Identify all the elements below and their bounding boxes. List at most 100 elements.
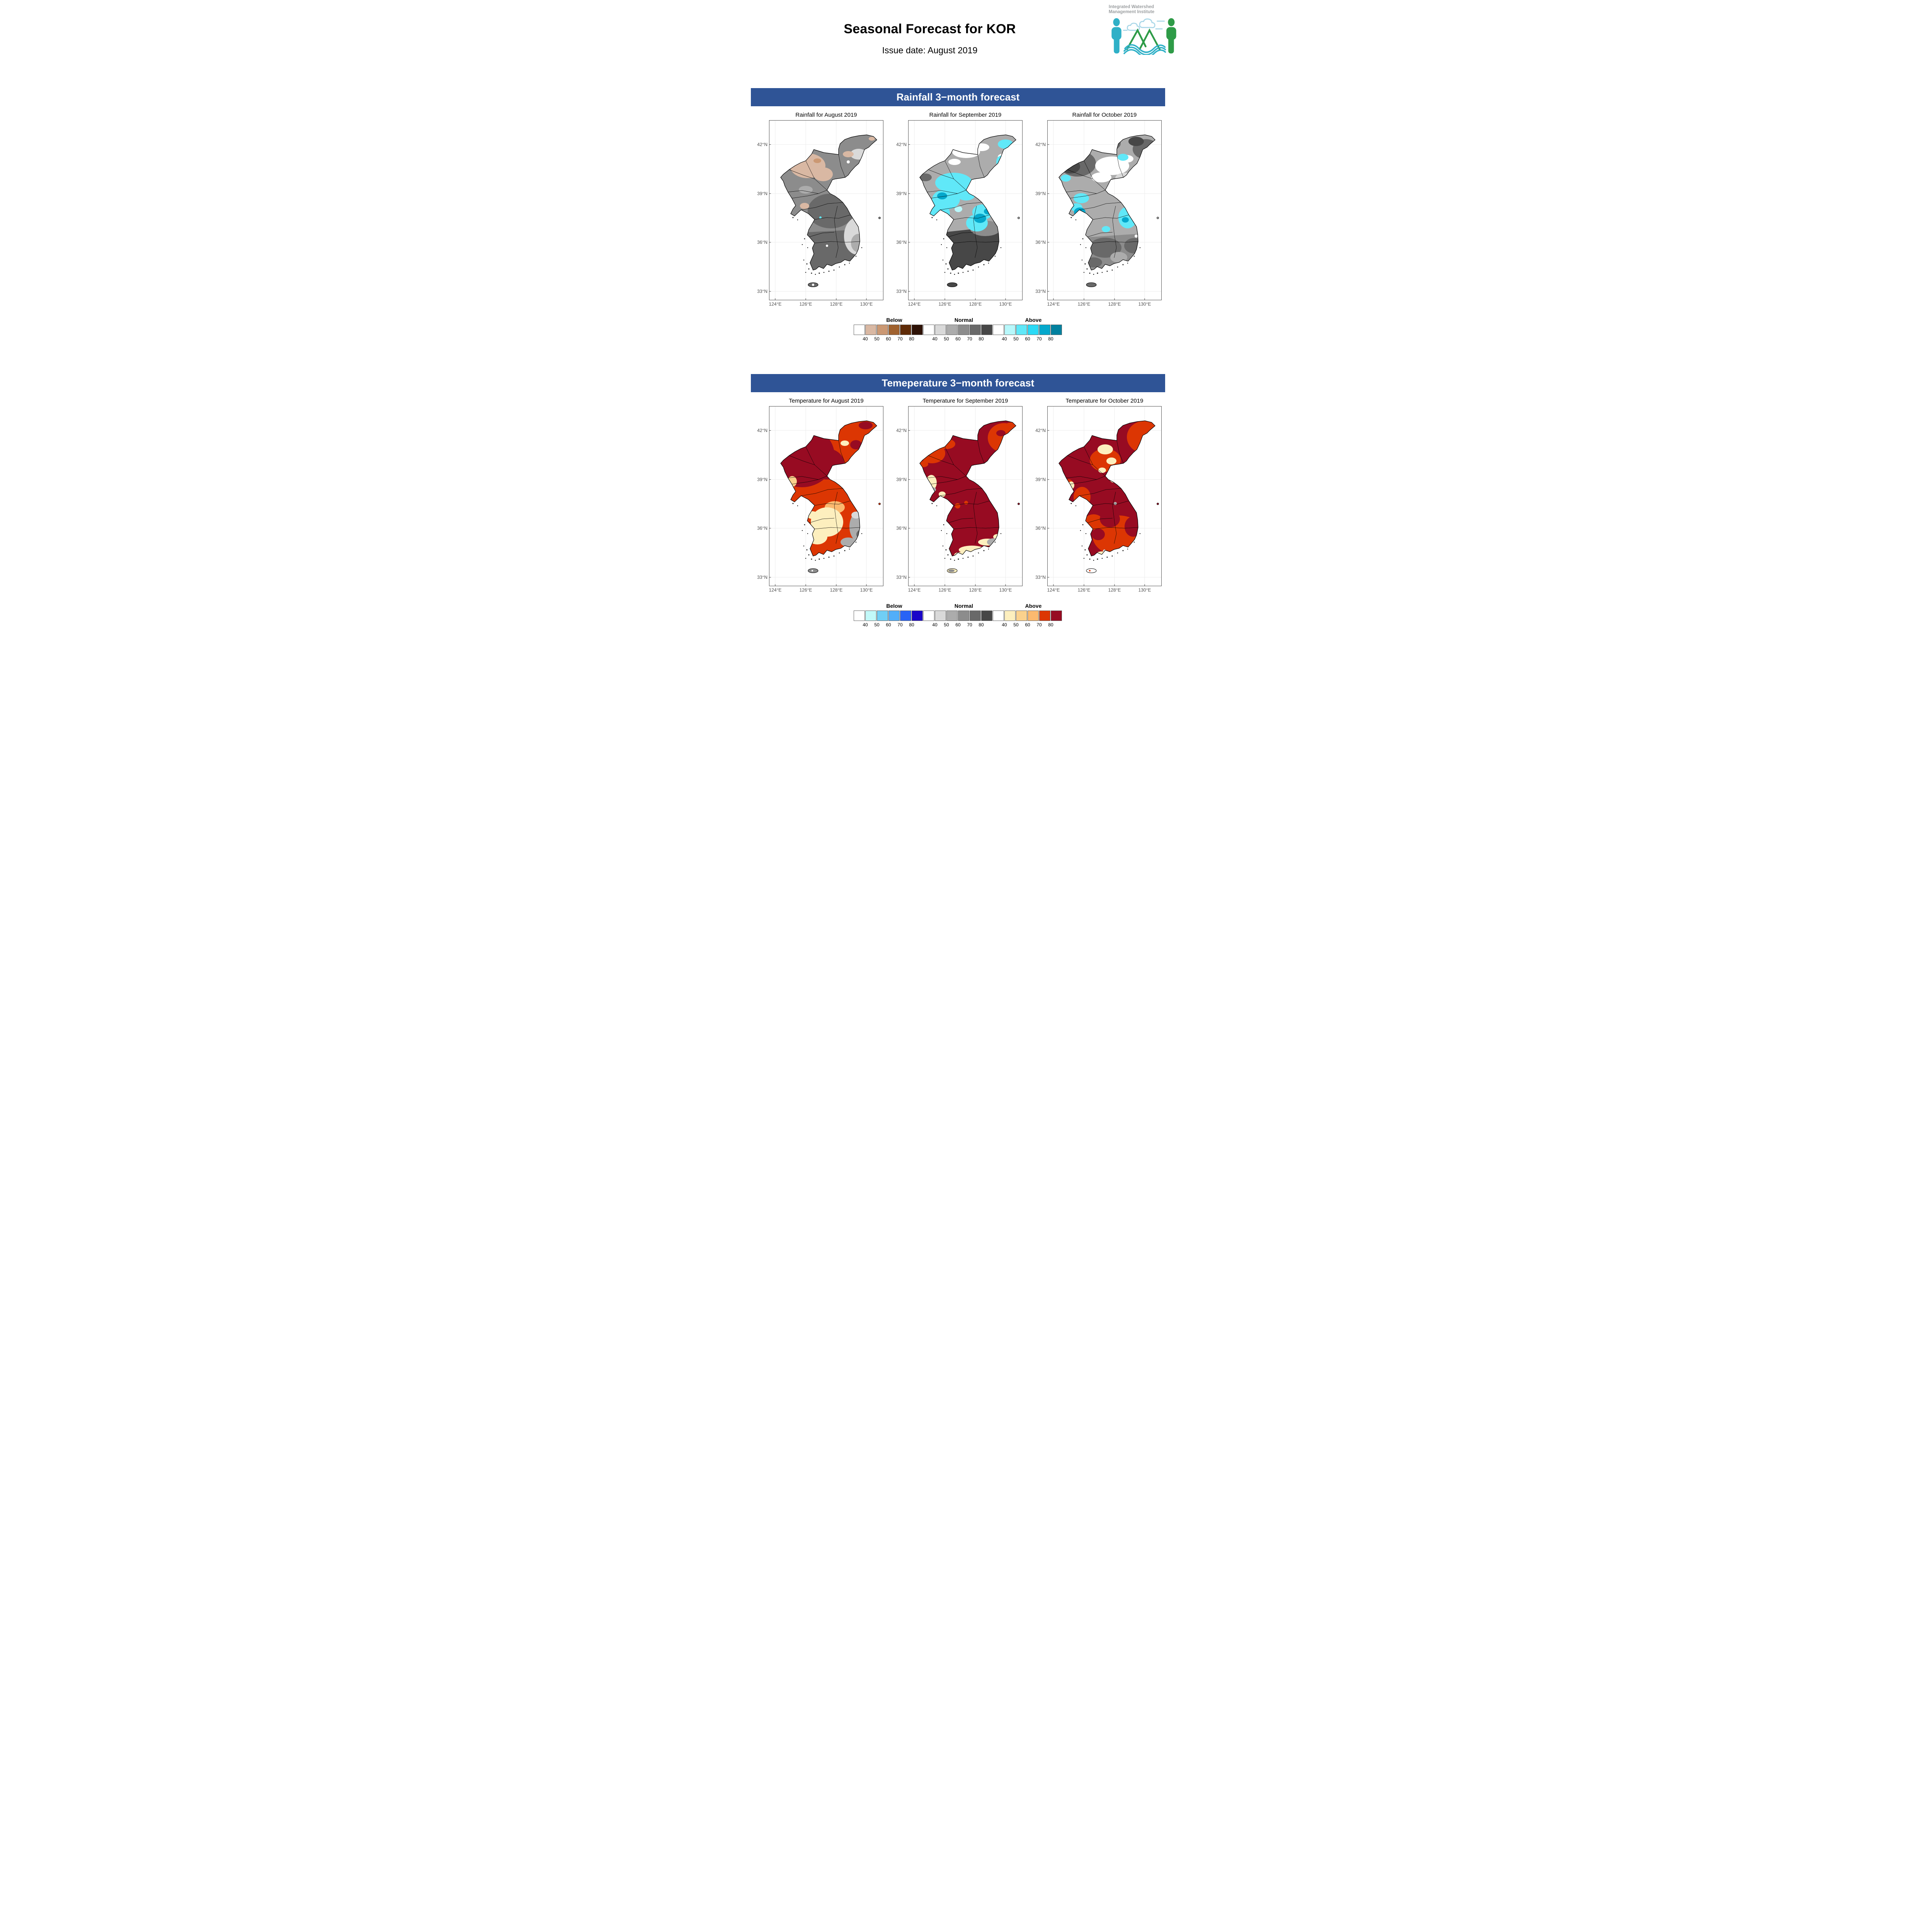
legend-tick: 50 xyxy=(874,336,880,342)
logo-graphic xyxy=(1111,18,1176,55)
plot-area xyxy=(1047,120,1162,300)
x-axis-label: 124°E xyxy=(769,587,782,593)
legend-tick: 70 xyxy=(1036,622,1042,628)
legend-swatch xyxy=(1028,325,1039,335)
y-axis-label: 39°N xyxy=(757,477,767,482)
legend-swatch xyxy=(923,611,934,621)
header: Seasonal Forecast for KOR Issue date: Au… xyxy=(718,0,1198,68)
y-axis: 42°N 39°N 36°N 33°N xyxy=(754,406,767,586)
legend-tick: 80 xyxy=(978,622,984,628)
y-axis-label: 33°N xyxy=(757,575,767,580)
map-title: Rainfall for September 2019 xyxy=(929,112,1002,118)
y-axis-label: 36°N xyxy=(896,526,907,531)
y-axis: 42°N 39°N 36°N 33°N xyxy=(893,406,907,586)
x-axis-label: 130°E xyxy=(999,301,1012,307)
plot-area xyxy=(769,406,883,586)
legend-swatch xyxy=(981,611,992,621)
logo-text: Integrated Watershed Management Institut… xyxy=(1109,5,1182,15)
legend-swatch xyxy=(912,325,923,335)
y-axis-label: 39°N xyxy=(1035,191,1046,196)
x-axis: 124°E 126°E 128°E 130°E xyxy=(769,301,883,308)
legend-tick: 40 xyxy=(1002,622,1007,628)
legend-tick: 70 xyxy=(897,336,903,342)
legend-tick: 50 xyxy=(874,622,880,628)
temperature-legend: Below 40 50 60 70 80 Norma xyxy=(718,603,1198,628)
legend-swatch xyxy=(1039,325,1050,335)
x-axis-label: 124°E xyxy=(908,301,921,307)
legend-ticks: 40 50 60 70 80 xyxy=(923,622,993,628)
x-axis: 124°E 126°E 128°E 130°E xyxy=(908,301,1023,308)
legend-swatch xyxy=(1004,611,1016,621)
rainfall-section: Rainfall 3−month forecast Rainfall for A… xyxy=(718,88,1198,342)
temperature-august-map xyxy=(769,406,883,586)
logo: Integrated Watershed Management Institut… xyxy=(1109,0,1182,68)
x-axis: 124°E 126°E 128°E 130°E xyxy=(769,587,883,594)
x-axis-label: 126°E xyxy=(1077,587,1091,593)
logo-text-line2: Management Institute xyxy=(1109,10,1155,14)
legend-tick: 60 xyxy=(955,336,961,342)
y-axis-label: 36°N xyxy=(1035,526,1046,531)
x-axis-label: 126°E xyxy=(799,587,812,593)
legend-swatch xyxy=(1039,611,1050,621)
x-axis-label: 130°E xyxy=(999,587,1012,593)
legend-tick: 60 xyxy=(886,622,891,628)
legend-swatch xyxy=(970,325,981,335)
legend-tick: 60 xyxy=(955,622,961,628)
temperature-october-map xyxy=(1047,406,1162,586)
map-title: Rainfall for August 2019 xyxy=(795,112,857,118)
x-axis-label: 126°E xyxy=(938,587,951,593)
legend-swatch xyxy=(1016,611,1027,621)
x-axis-label: 130°E xyxy=(860,587,873,593)
map-panel-temperature-september: Temperature for September 2019 42°N 39°N… xyxy=(893,398,1023,594)
x-axis-label: 126°E xyxy=(938,301,951,307)
legend-swatch xyxy=(935,611,946,621)
legend-tick: 80 xyxy=(1048,336,1053,342)
legend-swatch xyxy=(877,611,888,621)
temperature-september-map xyxy=(908,406,1023,586)
legend-ticks: 40 50 60 70 80 xyxy=(923,336,993,342)
legend-tick: 40 xyxy=(932,622,938,628)
legend-tick: 80 xyxy=(909,622,914,628)
legend-label: Normal xyxy=(954,317,973,323)
y-axis-label: 39°N xyxy=(896,477,907,482)
legend-swatch xyxy=(900,611,911,621)
map-title: Rainfall for October 2019 xyxy=(1072,112,1137,118)
legend-tick: 50 xyxy=(944,622,949,628)
legend-swatch xyxy=(946,611,958,621)
temperature-maps-row: Temperature for August 2019 42°N 39°N 36… xyxy=(718,398,1198,594)
legend-group-above: Above 40 50 60 70 80 xyxy=(993,603,1062,628)
y-axis-label: 42°N xyxy=(1035,142,1046,147)
legend-swatch xyxy=(993,325,1004,335)
y-axis-label: 36°N xyxy=(896,240,907,245)
y-axis-label: 33°N xyxy=(757,289,767,294)
title-block: Seasonal Forecast for KOR Issue date: Au… xyxy=(751,0,1109,68)
rainfall-october-map xyxy=(1047,120,1162,300)
temperature-banner: Temeperature 3−month forecast xyxy=(751,374,1165,392)
y-axis-label: 36°N xyxy=(757,526,767,531)
x-axis-label: 124°E xyxy=(769,301,782,307)
y-axis-label: 39°N xyxy=(1035,477,1046,482)
rainfall-august-map xyxy=(769,120,883,300)
legend-swatch xyxy=(854,325,865,335)
legend-swatch xyxy=(935,325,946,335)
y-axis: 42°N 39°N 36°N 33°N xyxy=(893,120,907,300)
legend-swatch xyxy=(1051,611,1062,621)
legend-label: Above xyxy=(1025,317,1042,323)
x-axis-label: 130°E xyxy=(1138,587,1151,593)
x-axis-label: 124°E xyxy=(1047,301,1060,307)
x-axis: 124°E 126°E 128°E 130°E xyxy=(908,587,1023,594)
y-axis: 42°N 39°N 36°N 33°N xyxy=(1033,406,1046,586)
rainfall-september-map xyxy=(908,120,1023,300)
cloud-icon xyxy=(1126,18,1155,31)
cloud-dash-icon xyxy=(1123,20,1165,31)
legend-label: Below xyxy=(886,603,902,609)
legend-swatch xyxy=(993,611,1004,621)
legend-swatch xyxy=(865,325,876,335)
y-axis-label: 42°N xyxy=(896,428,907,433)
map-panel-temperature-august: Temperature for August 2019 42°N 39°N 36… xyxy=(754,398,883,594)
x-axis-label: 124°E xyxy=(908,587,921,593)
issue-date: Issue date: August 2019 xyxy=(882,45,978,55)
x-axis-label: 128°E xyxy=(830,587,843,593)
map-title: Temperature for August 2019 xyxy=(789,398,864,404)
x-axis: 124°E 126°E 128°E 130°E xyxy=(1047,301,1162,308)
